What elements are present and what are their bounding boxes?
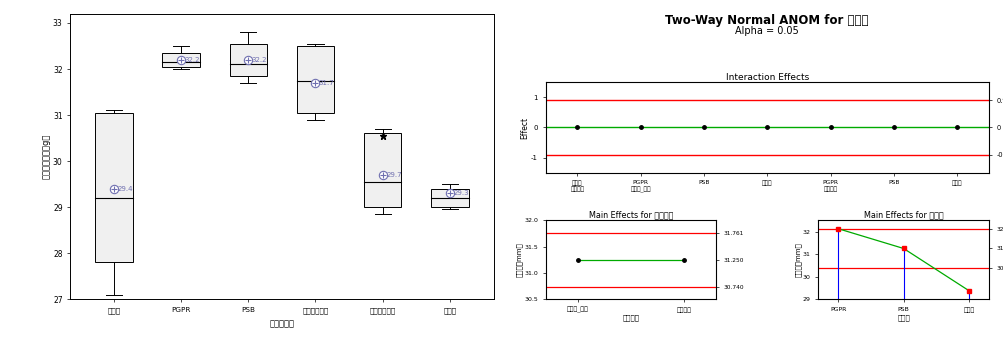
Text: 32.2: 32.2: [252, 57, 267, 63]
Title: Interaction Effects: Interaction Effects: [725, 73, 808, 82]
Text: 29.7: 29.7: [386, 172, 401, 178]
Title: Main Effects for 미생물: Main Effects for 미생물: [863, 211, 943, 219]
X-axis label: 미생물: 미생물: [897, 314, 909, 321]
Text: 29.4: 29.4: [117, 186, 132, 192]
Text: 29.3: 29.3: [452, 190, 468, 196]
Y-axis label: Effect: Effect: [520, 116, 529, 139]
X-axis label: 처리방법: 처리방법: [622, 315, 639, 321]
Bar: [230, 44, 267, 76]
Text: 32.2: 32.2: [185, 57, 200, 63]
Y-axis label: 개체중（mm）: 개체중（mm）: [794, 243, 800, 277]
Title: Main Effects for 처리방법: Main Effects for 처리방법: [588, 211, 672, 219]
Y-axis label: 지하부개체중（g）: 지하부개체중（g）: [41, 134, 50, 179]
Y-axis label: 개체중（mm）: 개체중（mm）: [516, 243, 523, 277]
Bar: [95, 113, 132, 262]
Bar: [162, 53, 200, 67]
X-axis label: 미생물처리: 미생물처리: [269, 319, 294, 328]
Text: Alpha = 0.05: Alpha = 0.05: [734, 26, 798, 36]
Text: 31.7: 31.7: [319, 80, 334, 86]
Bar: [430, 189, 468, 207]
Bar: [363, 133, 401, 207]
Text: Two-Way Normal ANOM for 개체중: Two-Way Normal ANOM for 개체중: [665, 14, 869, 27]
Bar: [297, 46, 334, 113]
